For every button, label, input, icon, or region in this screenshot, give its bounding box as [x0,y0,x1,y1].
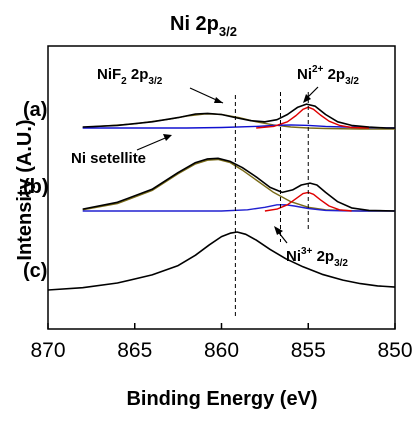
curve-a-baseline [82,124,396,129]
plot-frame [47,45,396,330]
panel-label-a: (a) [23,99,47,121]
arrow-satellite [136,135,171,151]
annotation-nif2: NiF2 2p3/2 [97,66,163,87]
panel-label-b: (b) [23,176,49,198]
panel-label-c: (c) [23,260,47,282]
arrow-nif2-head [214,97,223,103]
arrow-ni2-head [303,94,311,103]
curve-a-measured [82,103,395,129]
x-tick-label: 870 [30,339,65,362]
x-tick-label: 865 [117,339,152,362]
curve-b-satellite-fit [82,158,395,212]
arrow-satellite-head [163,134,172,141]
annotation-ni3: Ni3+ 2p3/2 [286,246,348,269]
annotation-satellite: Ni setellite [71,150,146,167]
chart-title: Ni 2p3/2 [170,13,237,39]
curve-b-measured [82,157,396,212]
curve-b-ni3-fit [82,204,395,212]
x-tick-label: 855 [291,339,326,362]
reference-lines [234,92,309,318]
x-tick-label: 860 [204,339,239,362]
x-axis-label: Binding Energy (eV) [126,388,317,410]
curve-c-measured [47,231,396,291]
annotation-ni2: Ni2+ 2p3/2 [297,64,359,87]
x-axis-ticks: 870 865 860 855 850 [30,323,413,362]
y-axis-label: Intensity (A.U.) [14,119,36,260]
spectra [47,103,396,291]
x-tick-label: 850 [377,339,412,362]
curve-a-ni2-fit [256,106,370,129]
arrow-ni3-head [274,226,283,235]
